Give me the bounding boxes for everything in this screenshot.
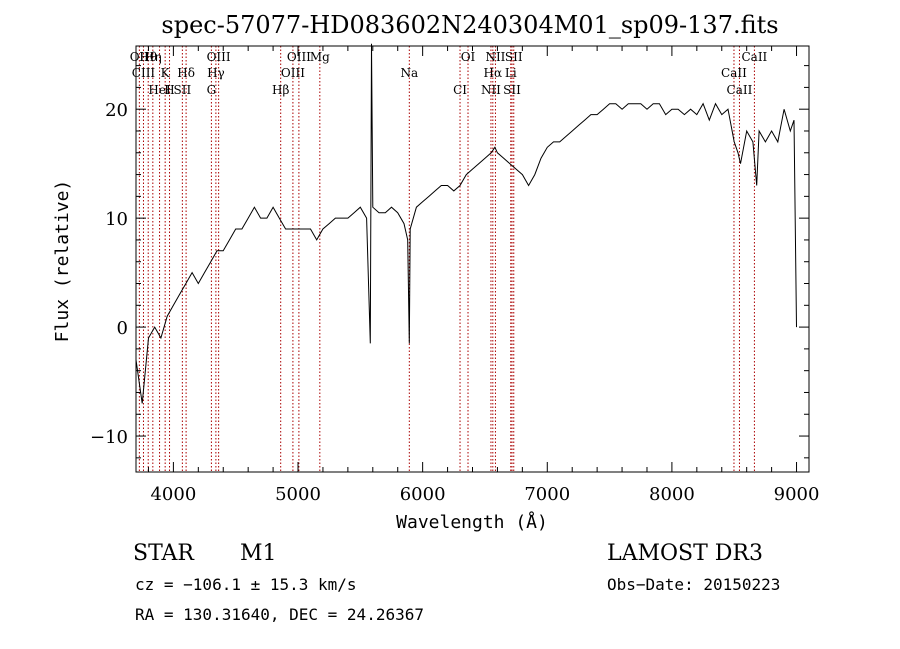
x-tick-label: 9000 (774, 484, 820, 505)
observation-date: Obs−Date: 20150223 (607, 575, 780, 594)
survey-name: LAMOST DR3 (607, 541, 763, 566)
line-label-oiii: OIII (207, 50, 231, 64)
line-label-g: G (207, 83, 217, 97)
y-tick-label: 0 (117, 318, 128, 339)
x-tick-label: 4000 (150, 484, 196, 505)
x-tick-label: 7000 (524, 484, 570, 505)
line-label-caii: CaII (727, 83, 753, 97)
coordinates: RA = 130.31640, DEC = 24.26367 (135, 605, 424, 624)
line-label-hγ: Hγ (207, 66, 225, 80)
line-label-oiii: OIII (281, 66, 305, 80)
line-labels: Hθ KH OII CIII HeI Hη Hδ SII OIII Hγ G OIII OIII Hβ Mg… (130, 50, 768, 97)
object-subclass: M1 (240, 541, 277, 566)
line-label-oii: OII (130, 50, 150, 64)
line-label-li: Li (505, 66, 517, 80)
plot-frame (135, 45, 810, 473)
line-label-hδ: Hδ (177, 66, 195, 80)
y-axis-label: Flux (relative) (52, 180, 73, 343)
y-tick-label: 20 (105, 100, 128, 121)
redshift-velocity: cz = −106.1 ± 15.3 km/s (135, 575, 357, 594)
line-label-hη: Hη (144, 50, 162, 64)
line-label-ci: CI (453, 83, 467, 97)
line-label-nii: NII (485, 50, 505, 64)
line-label-h: H (164, 83, 174, 97)
x-tick-label: 6000 (400, 484, 446, 505)
object-class: STAR (133, 541, 195, 566)
line-label-caii: CaII (741, 50, 767, 64)
line-label-hθ: Hθ (139, 50, 157, 64)
line-label-hβ: Hβ (272, 83, 289, 97)
line-label-na: Na (400, 66, 418, 80)
line-label-nii: NII (481, 83, 501, 97)
line-label-hei: HeI (148, 83, 171, 97)
line-label-oi: OI (461, 50, 476, 64)
x-axis-ticks: 4000 5000 6000 7000 8000 9000 (147, 46, 820, 505)
line-label-caii: CaII (721, 66, 747, 80)
line-label-mg: Mg (310, 50, 330, 64)
line-label-sii: SII (174, 83, 192, 97)
spectrum-series-line (135, 43, 797, 404)
x-tick-label: 8000 (649, 484, 695, 505)
x-axis-label: Wavelength (Å) (396, 511, 548, 533)
chart-title: spec-57077-HD083602N240304M01_sp09-137.f… (161, 11, 778, 39)
line-label-k: K (161, 66, 171, 80)
line-markers (138, 46, 755, 472)
y-tick-label: −10 (90, 427, 128, 448)
line-label-ciii: CIII (132, 66, 156, 80)
line-label-oiii: OIII (287, 50, 311, 64)
x-tick-label: 5000 (275, 484, 321, 505)
line-label-hα: Hα (484, 66, 503, 80)
line-label-sii: SII (505, 50, 523, 64)
y-axis-ticks: −10 0 10 20 (90, 65, 809, 459)
line-label-sii: SII (503, 83, 521, 97)
y-tick-label: 10 (105, 209, 128, 230)
